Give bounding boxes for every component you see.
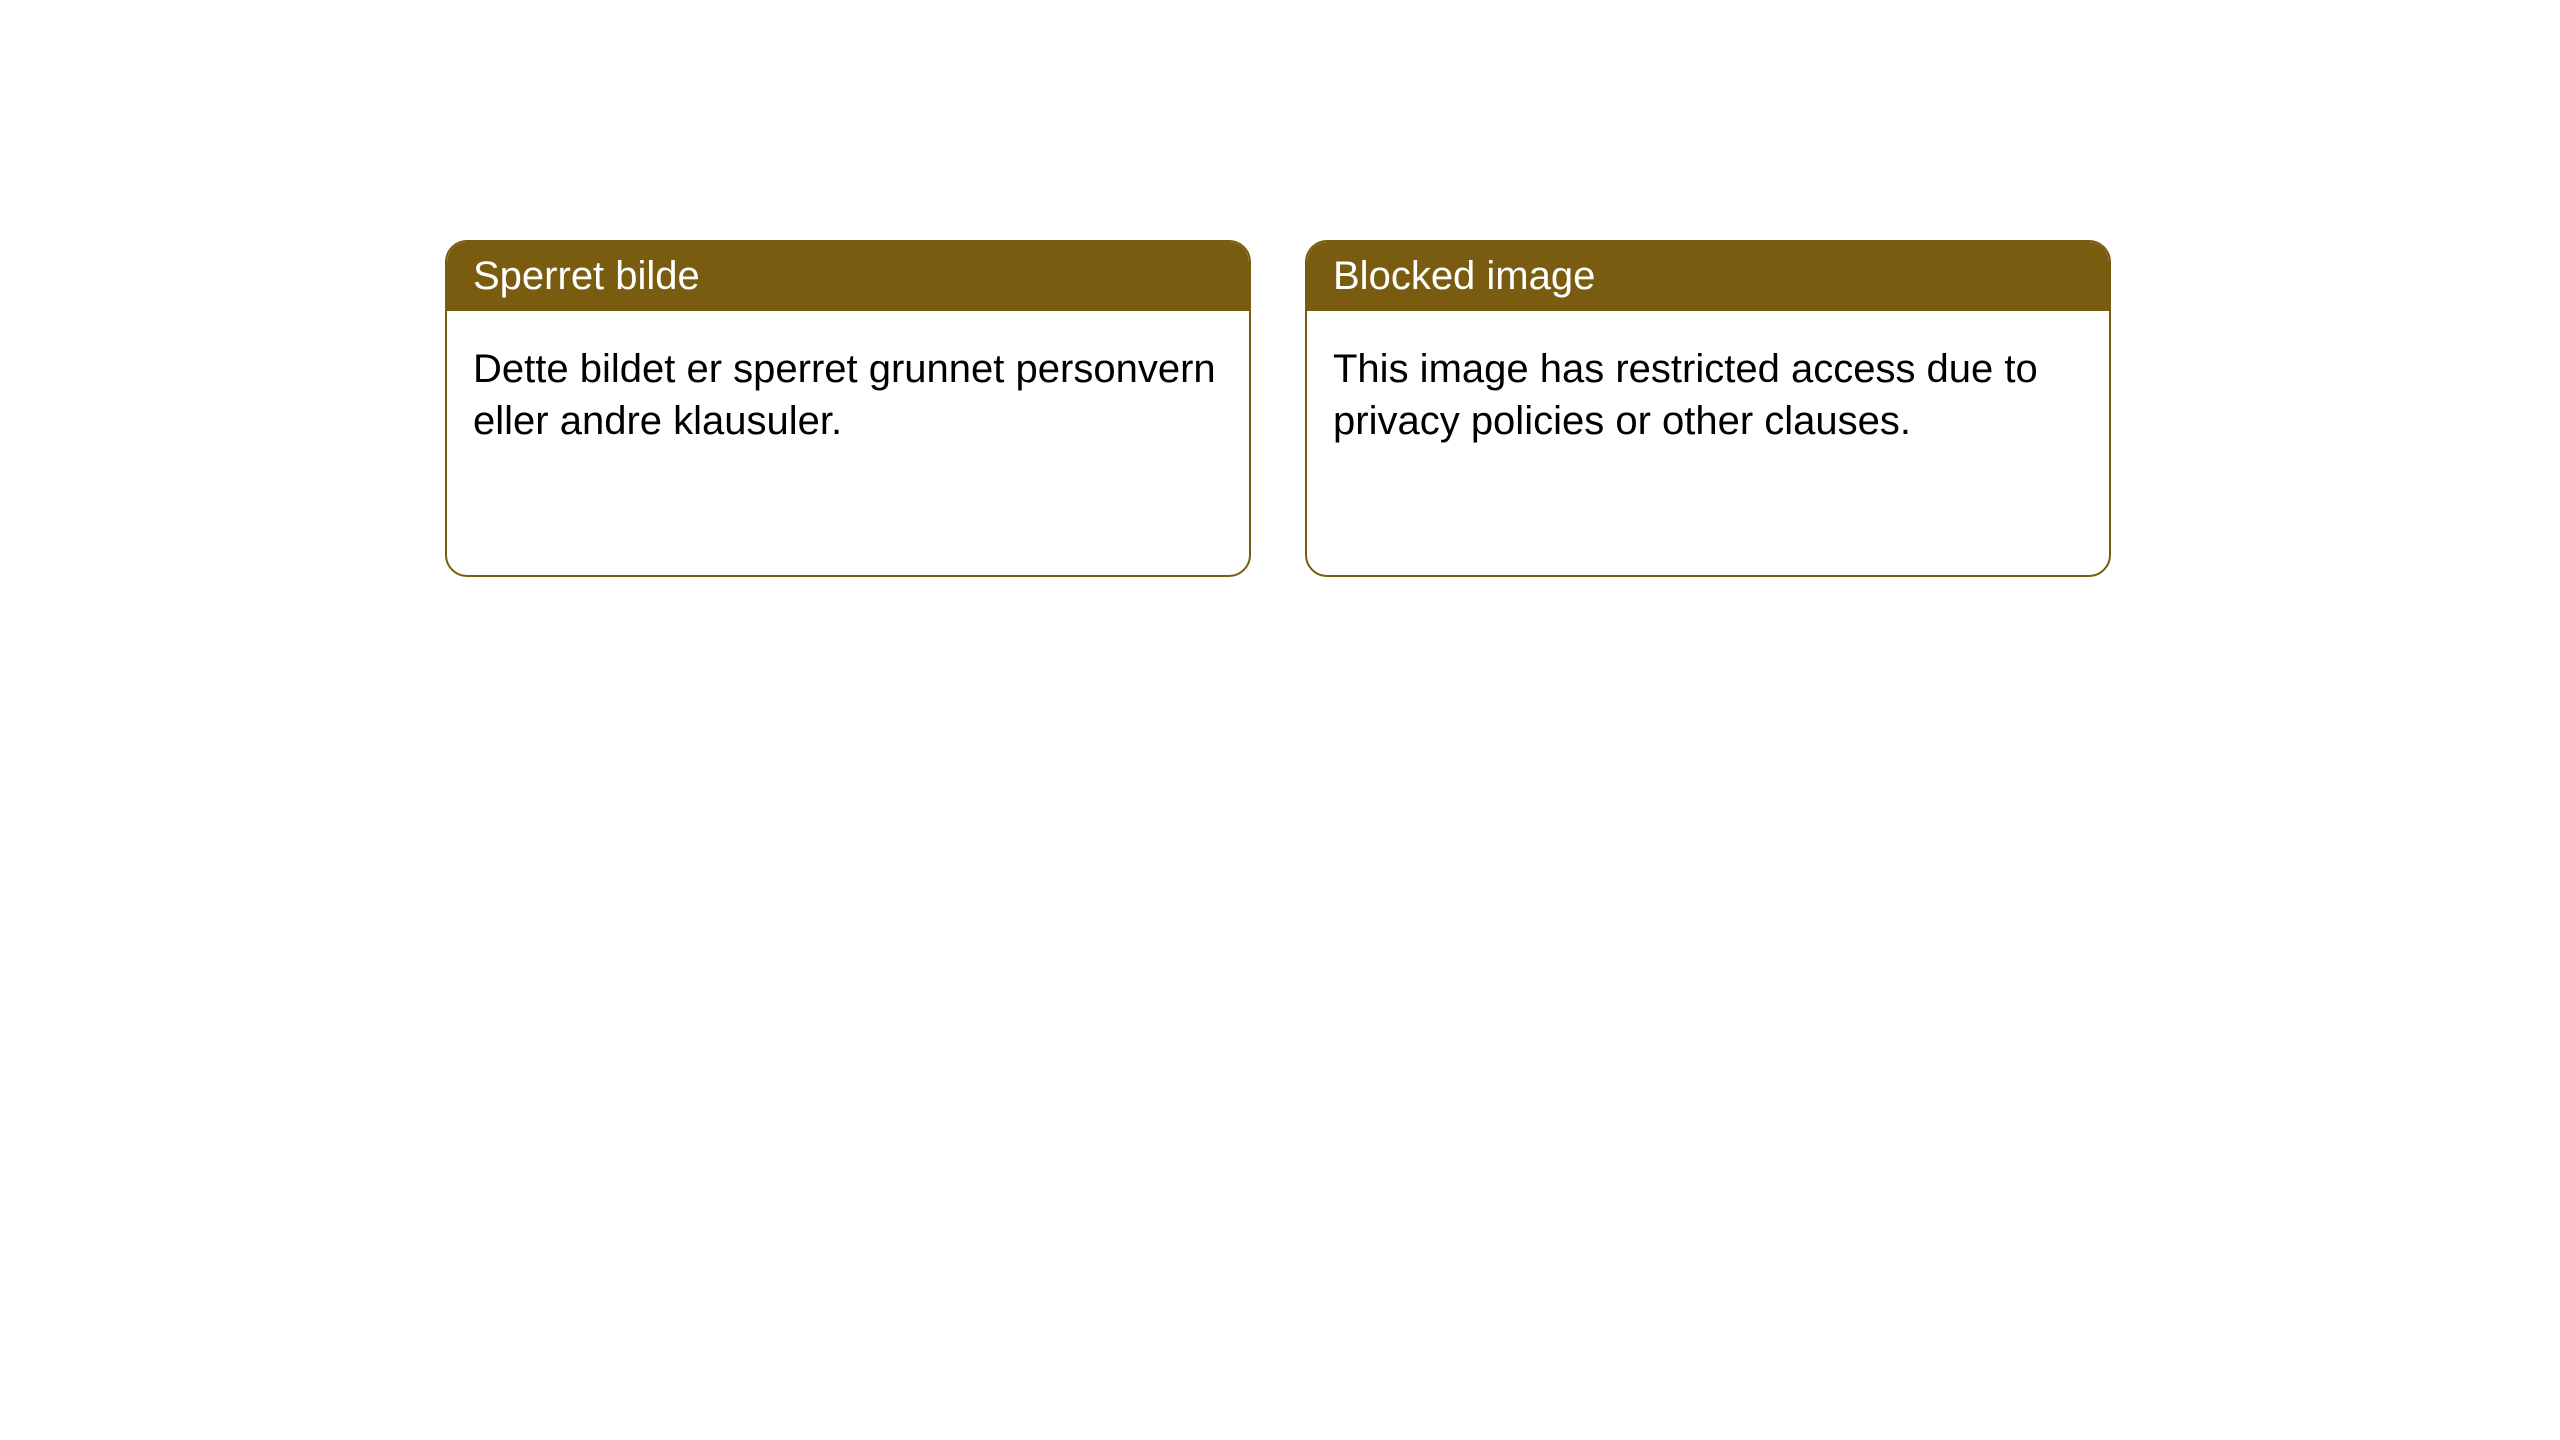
card-header: Blocked image — [1307, 242, 2109, 311]
card-body-text: This image has restricted access due to … — [1333, 347, 2038, 443]
card-header: Sperret bilde — [447, 242, 1249, 311]
card-title: Blocked image — [1333, 254, 1595, 298]
blocked-image-card-no: Sperret bilde Dette bildet er sperret gr… — [445, 240, 1251, 577]
notice-cards-container: Sperret bilde Dette bildet er sperret gr… — [445, 240, 2111, 577]
card-body-text: Dette bildet er sperret grunnet personve… — [473, 347, 1216, 443]
blocked-image-card-en: Blocked image This image has restricted … — [1305, 240, 2111, 577]
card-body: Dette bildet er sperret grunnet personve… — [447, 311, 1249, 479]
card-body: This image has restricted access due to … — [1307, 311, 2109, 479]
card-title: Sperret bilde — [473, 254, 700, 298]
